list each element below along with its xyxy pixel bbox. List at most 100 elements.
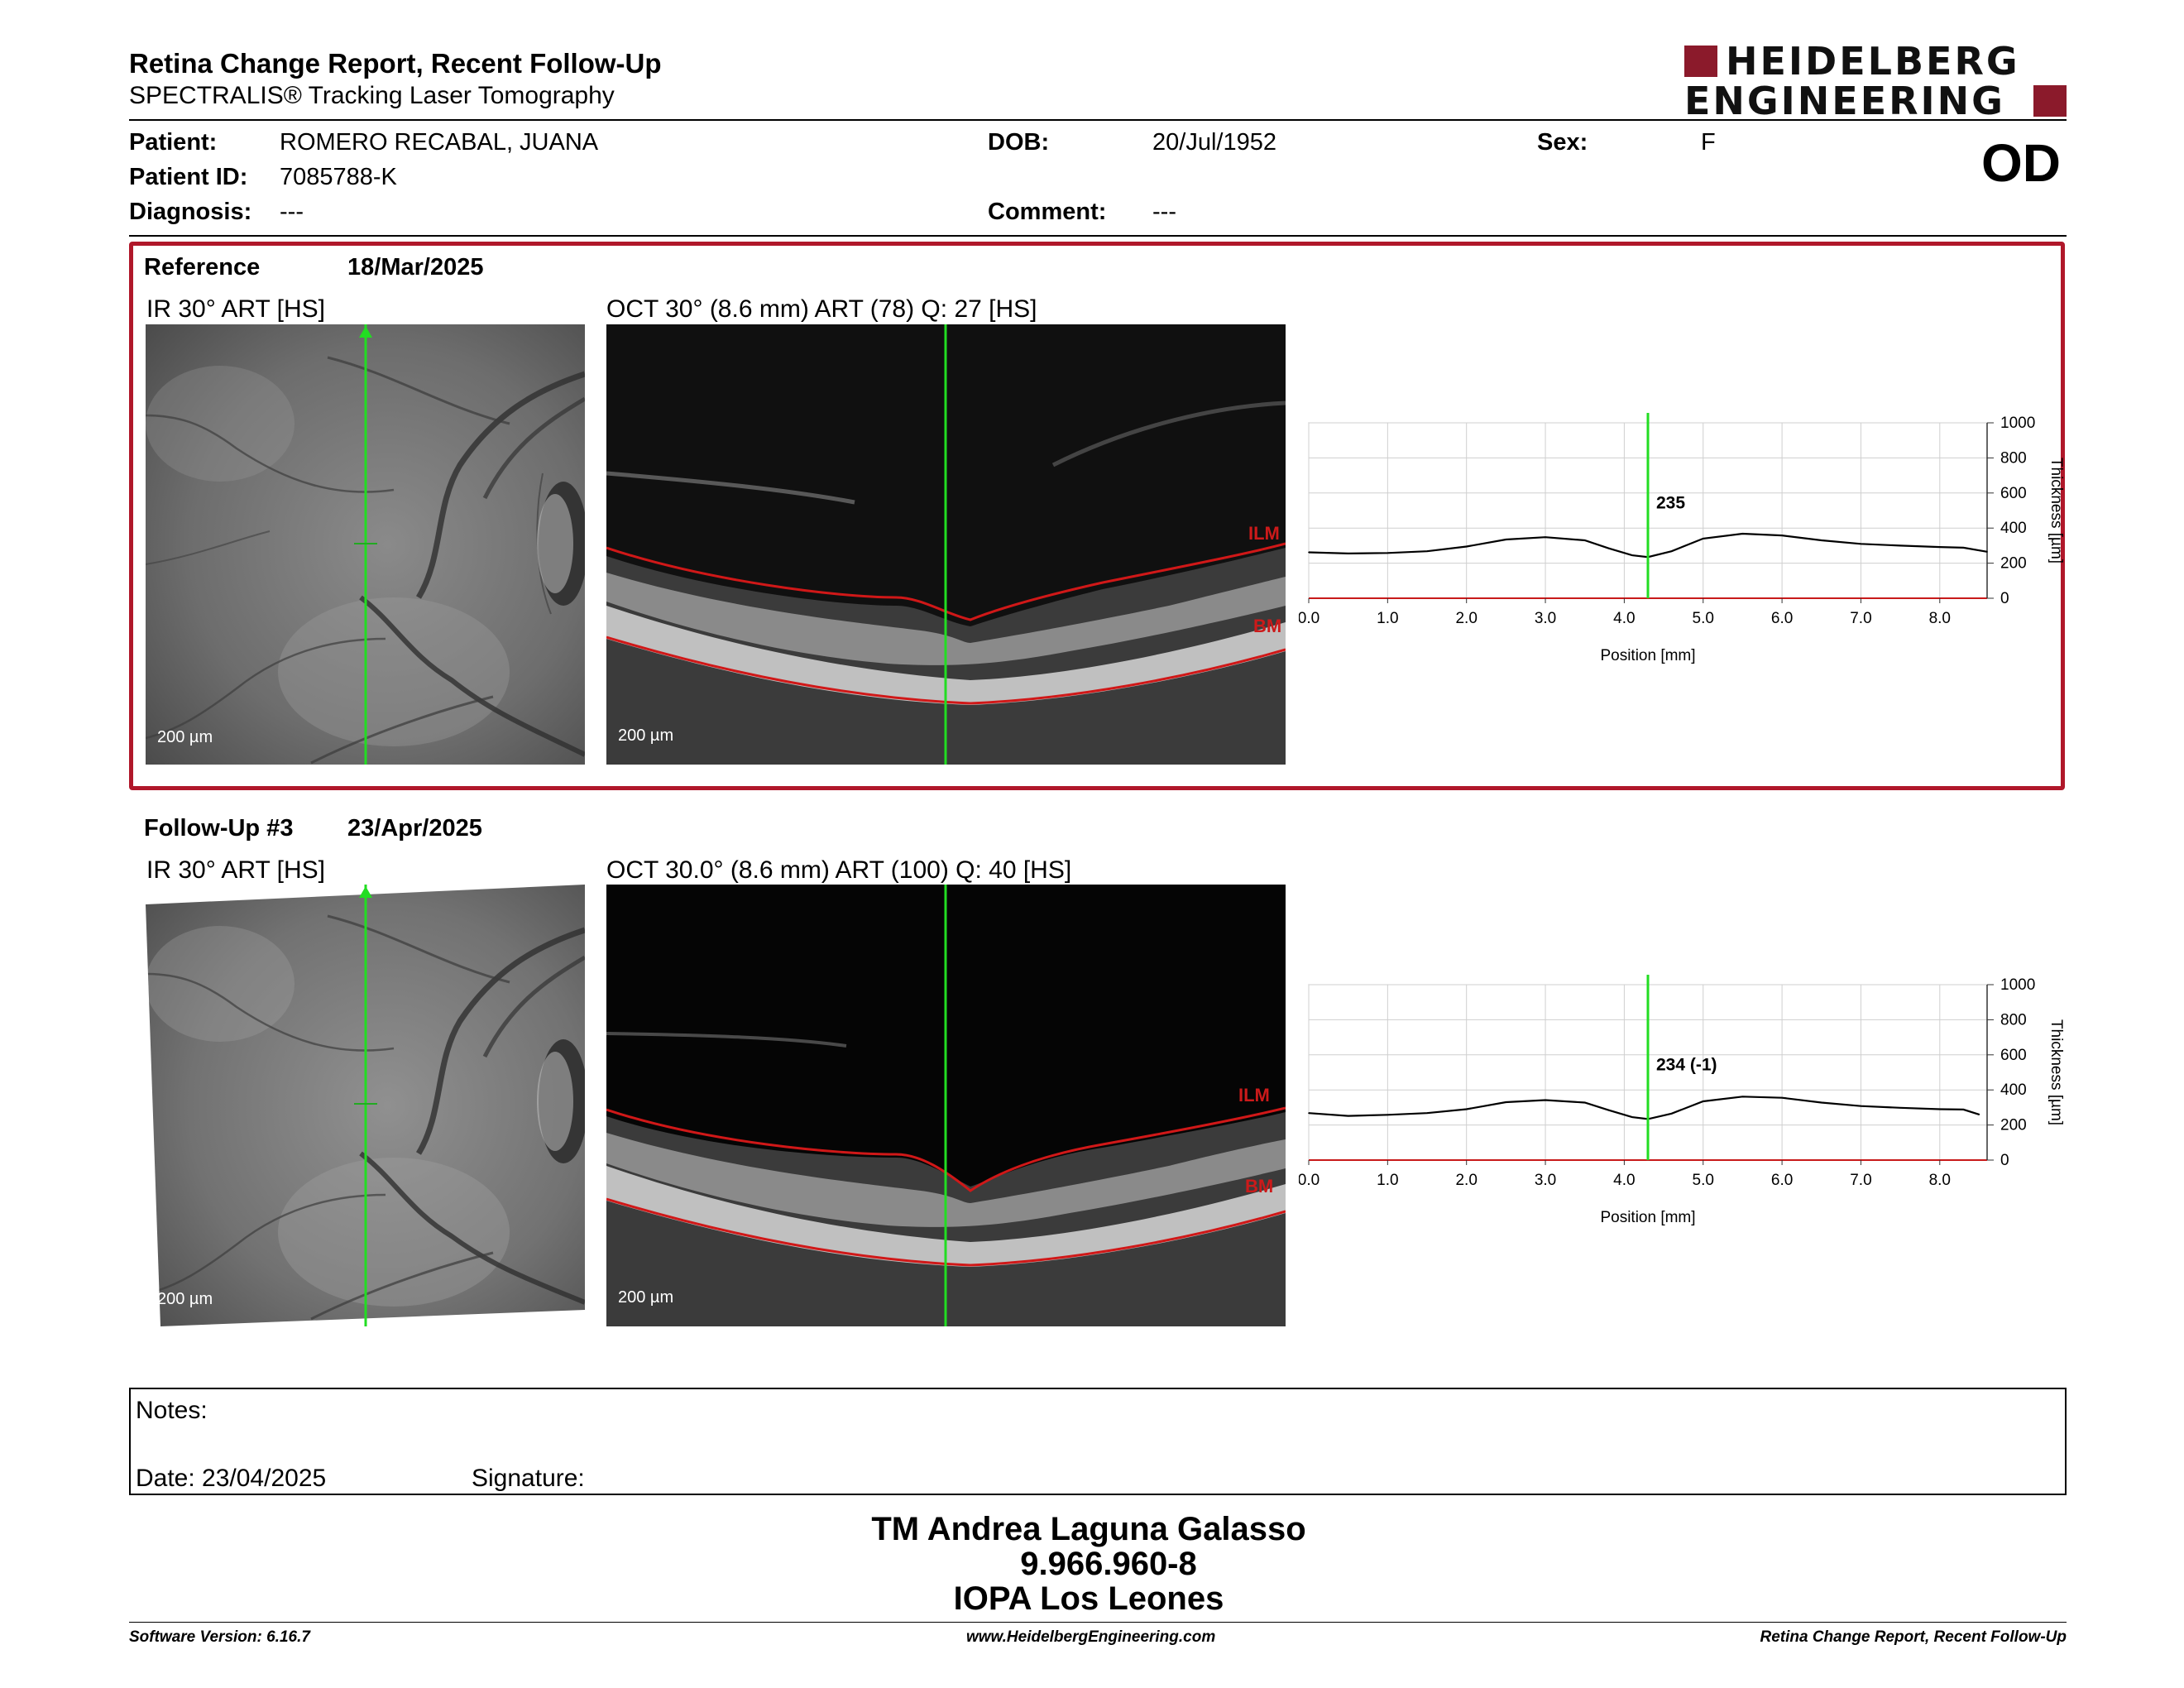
signatory-org: IOPA Los Leones (0, 1580, 2184, 1618)
followup-oct-scale: 200 µm (618, 1288, 674, 1307)
chart-data-point (1860, 543, 1862, 545)
logo-square-icon (1684, 46, 1717, 77)
footer-report-name: Retina Change Report, Recent Follow-Up (1760, 1628, 2067, 1646)
chart-y-tick-label: 600 (2000, 485, 2027, 502)
chart-data-point (1347, 1115, 1349, 1117)
diagnosis-value: --- (280, 199, 304, 225)
chart-data-point (1387, 1114, 1389, 1116)
chart-y-axis-label: Thickness [µm] (2048, 458, 2065, 563)
chart-data-point (1986, 551, 1988, 553)
sex-label: Sex: (1537, 129, 1588, 156)
chart-data-point (1505, 539, 1507, 540)
footer-divider (129, 1622, 2067, 1623)
chart-data-point (1781, 1096, 1783, 1099)
chart-data-point (1583, 1101, 1586, 1104)
chart-x-tick-label: 7.0 (1850, 1172, 1871, 1189)
chart-data-point (1308, 1112, 1310, 1114)
dob-value: 20/Jul/1952 (1152, 129, 1276, 156)
signatory-name-text: TM Andrea Laguna Galasso (871, 1511, 1306, 1547)
chart-data-point (1820, 1101, 1822, 1104)
logo-line2: ENGINEERING (1684, 79, 2005, 123)
chart-data-point (1505, 1101, 1507, 1103)
reference-ir-scale: 200 µm (157, 728, 213, 746)
followup-oct-title: OCT 30.0° (8.6 mm) ART (100) Q: 40 [HS] (606, 856, 1072, 884)
chart-x-tick-label: 1.0 (1377, 610, 1398, 627)
patient-id: 7085788-K (280, 164, 397, 190)
patient-label: Patient: (129, 129, 218, 156)
chart-y-tick-label: 800 (2000, 449, 2027, 467)
chart-data-point (1607, 1109, 1610, 1111)
chart-x-tick-label: 7.0 (1850, 610, 1871, 627)
dob-label: DOB: (988, 129, 1050, 156)
followup-ir-title: IR 30° ART [HS] (146, 856, 325, 884)
comment-value: --- (1152, 199, 1176, 225)
chart-data-point (1607, 547, 1610, 549)
chart-x-tick-label: 8.0 (1929, 610, 1951, 627)
chart-x-axis-label: Position [mm] (1600, 647, 1695, 664)
reference-oct-title: OCT 30° (8.6 mm) ART (78) Q: 27 [HS] (606, 295, 1037, 323)
logo-square-icon (2033, 85, 2067, 117)
chart-data-point (1347, 553, 1349, 554)
signatory-id-text: 9.966.960-8 (1020, 1546, 1197, 1582)
chart-data-point (1781, 535, 1783, 536)
chart-x-tick-label: 2.0 (1455, 1172, 1477, 1189)
chart-y-tick-label: 1000 (2000, 415, 2035, 432)
report-title: Retina Change Report, Recent Follow-Up (129, 48, 662, 79)
chart-x-tick-label: 5.0 (1693, 610, 1714, 627)
header-divider (129, 119, 2067, 121)
eye-indicator: OD (1981, 133, 2061, 193)
chart-data-point (1860, 1105, 1862, 1107)
followup-bm-label: BM (1245, 1176, 1274, 1196)
footer-website-link[interactable]: www.HeidelbergEngineering.com (966, 1628, 1216, 1646)
chart-x-tick-label: 6.0 (1771, 610, 1793, 627)
chart-x-tick-label: 0.0 (1299, 1172, 1320, 1189)
chart-x-tick-label: 3.0 (1535, 610, 1556, 627)
chart-y-tick-label: 200 (2000, 555, 2027, 573)
signature-label: Signature: (472, 1465, 585, 1492)
chart-data-point (1583, 539, 1586, 541)
followup-oct-image: ILM BM 200 µm (606, 885, 1286, 1326)
chart-x-tick-label: 2.0 (1455, 610, 1477, 627)
followup-ir-scale: 200 µm (157, 1290, 213, 1308)
chart-data-point (1702, 538, 1704, 539)
chart-y-tick-label: 800 (2000, 1011, 2027, 1029)
chart-x-tick-label: 4.0 (1613, 610, 1635, 627)
report-subtitle: SPECTRALIS® Tracking Laser Tomography (129, 82, 615, 109)
chart-data-point (1631, 1116, 1633, 1118)
logo-line1: HEIDELBERG (1726, 39, 2020, 84)
followup-thickness-chart: 0.0 1.0 2.0 3.0 4.0 5.0 6.0 7.0 8.0 1000 800 600 400… (1299, 975, 2065, 1226)
chart-data-point (1631, 554, 1633, 556)
followup-date: 23/Apr/2025 (347, 815, 482, 842)
footer-software-version: Software Version: 6.16.7 (129, 1628, 310, 1646)
chart-data-point (1978, 1114, 1980, 1115)
signatory-org-text: IOPA Los Leones (953, 1580, 1224, 1617)
followup-ir-image: 200 µm (146, 885, 585, 1326)
chart-x-tick-label: 3.0 (1535, 1172, 1556, 1189)
reference-box (129, 242, 2065, 790)
chart-data-point (1426, 1112, 1428, 1114)
chart-x-axis-label: Position [mm] (1600, 1209, 1695, 1226)
reference-thickness-chart: 0.0 1.0 2.0 3.0 4.0 5.0 6.0 7.0 8.0 1000 800 600 400… (1299, 413, 2065, 664)
heidelberg-logo-bottom: ENGINEERING (1684, 79, 2067, 123)
reference-ir-title: IR 30° ART [HS] (146, 295, 325, 323)
reference-date: 18/Mar/2025 (347, 254, 484, 281)
chart-y-tick-label: 600 (2000, 1047, 2027, 1064)
chart-y-tick-label: 400 (2000, 1081, 2027, 1099)
chart-y-tick-label: 0 (2000, 1152, 2009, 1169)
reference-label: Reference (144, 254, 261, 281)
followup-label: Follow-Up #3 (144, 815, 294, 842)
chart-data-point (1820, 539, 1822, 541)
chart-y-tick-label: 400 (2000, 520, 2027, 537)
chart-y-tick-label: 200 (2000, 1117, 2027, 1134)
sex-value: F (1701, 129, 1716, 156)
chart-data-point (1670, 1113, 1673, 1115)
diagnosis-label: Diagnosis: (129, 199, 252, 225)
chart-data-point (1465, 1108, 1468, 1110)
chart-data-point (1962, 1109, 1965, 1110)
chart-data-point (1308, 551, 1310, 554)
chart-data-point (1426, 550, 1428, 552)
chart-y-axis-label: Thickness [µm] (2048, 1019, 2065, 1125)
chart-x-tick-label: 0.0 (1299, 610, 1320, 627)
chart-data-point (1899, 544, 1901, 547)
chart-x-tick-label: 5.0 (1693, 1172, 1714, 1189)
